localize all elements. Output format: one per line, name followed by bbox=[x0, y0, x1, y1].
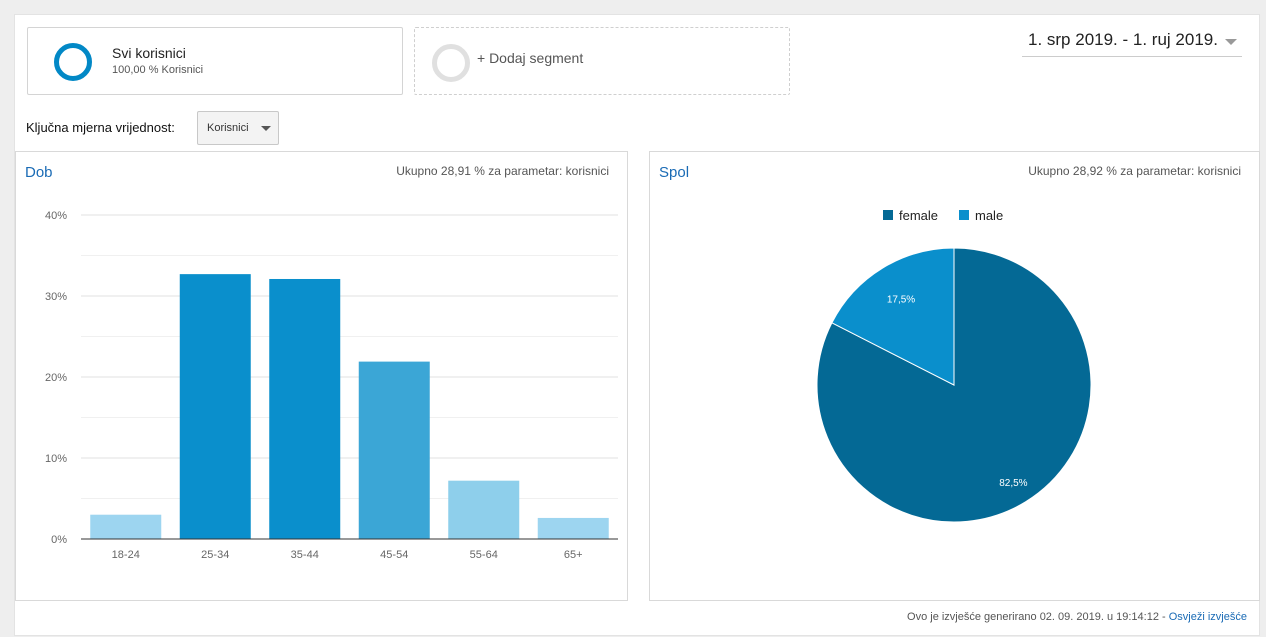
x-tick-label: 65+ bbox=[564, 549, 583, 561]
pie-label-female: 82,5% bbox=[999, 478, 1027, 489]
refresh-report-link[interactable]: Osvježi izvješće bbox=[1168, 611, 1247, 623]
gender-pie-chart: female male 82,5% 17,5% bbox=[816, 208, 1092, 523]
segment-all-users[interactable]: Svi korisnici 100,00 % Korisnici bbox=[27, 27, 403, 95]
age-panel: Dob Ukupno 28,91 % za parametar: korisni… bbox=[15, 151, 628, 601]
empty-segment-ring-icon bbox=[432, 44, 470, 82]
add-segment-button[interactable]: + Dodaj segment bbox=[414, 27, 790, 95]
bar-18-24 bbox=[90, 514, 162, 539]
x-tick-label: 55-64 bbox=[470, 549, 498, 561]
bar-65+ bbox=[537, 517, 609, 539]
legend-swatch-male bbox=[959, 210, 969, 220]
footer-text: Ovo je izvješće generirano 02. 09. 2019.… bbox=[907, 611, 1169, 623]
gender-panel-note: Ukupno 28,92 % za parametar: korisnici bbox=[1028, 164, 1241, 178]
chevron-down-icon bbox=[1225, 39, 1237, 45]
y-tick-label: 40% bbox=[45, 210, 67, 222]
legend-label-female: female bbox=[899, 208, 938, 223]
gender-panel: Spol Ukupno 28,92 % za parametar: korisn… bbox=[649, 151, 1260, 601]
y-tick-label: 30% bbox=[45, 291, 67, 303]
add-segment-label: + Dodaj segment bbox=[477, 50, 584, 66]
x-tick-label: 45-54 bbox=[380, 549, 408, 561]
bar-55-64 bbox=[448, 480, 520, 539]
bar-35-44 bbox=[269, 278, 341, 539]
segment-share: 100,00 % Korisnici bbox=[112, 64, 204, 76]
gender-panel-title: Spol bbox=[659, 164, 690, 181]
x-tick-label: 18-24 bbox=[112, 549, 140, 561]
date-range-picker[interactable]: 1. srp 2019. - 1. ruj 2019. bbox=[1022, 27, 1242, 57]
chevron-down-icon bbox=[261, 126, 271, 131]
age-bar-chart: 0% 10% 20% 30% 40% 18-24 25-34 35-44 45-54 55-64 6… bbox=[45, 210, 618, 561]
metric-dropdown[interactable]: Korisnici bbox=[197, 111, 279, 145]
age-panel-title: Dob bbox=[25, 164, 53, 181]
segment-ring-icon bbox=[54, 43, 92, 81]
bar-25-34 bbox=[179, 274, 251, 539]
legend-label-male: male bbox=[975, 208, 1003, 223]
report-footer: Ovo je izvješće generirano 02. 09. 2019.… bbox=[907, 611, 1247, 623]
x-tick-label: 35-44 bbox=[291, 549, 319, 561]
metric-label: Ključna mjerna vrijednost: bbox=[26, 120, 175, 135]
bar-45-54 bbox=[358, 361, 430, 539]
y-tick-label: 10% bbox=[45, 453, 67, 465]
age-panel-note: Ukupno 28,91 % za parametar: korisnici bbox=[396, 164, 609, 178]
report-page: Svi korisnici 100,00 % Korisnici + Dodaj… bbox=[14, 14, 1260, 636]
date-range-label: 1. srp 2019. - 1. ruj 2019. bbox=[1028, 30, 1218, 49]
x-tick-label: 25-34 bbox=[201, 549, 229, 561]
pie-slice-male bbox=[831, 247, 955, 386]
y-tick-label: 0% bbox=[51, 534, 67, 546]
metric-selected: Korisnici bbox=[207, 122, 249, 134]
segment-name: Svi korisnici bbox=[112, 45, 186, 61]
y-tick-label: 20% bbox=[45, 372, 67, 384]
legend-swatch-female bbox=[883, 210, 893, 220]
pie-label-male: 17,5% bbox=[887, 295, 915, 306]
